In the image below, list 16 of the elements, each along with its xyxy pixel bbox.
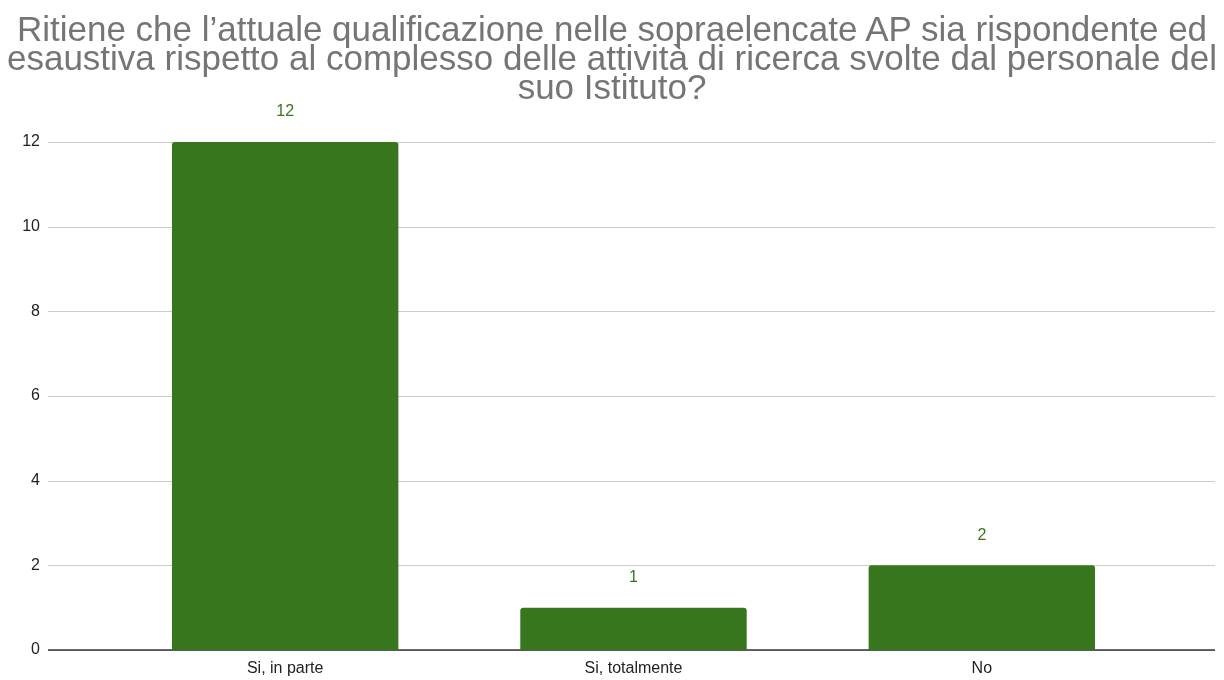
- bar: [171, 142, 399, 650]
- y-tick-label: 8: [31, 301, 41, 319]
- y-tick-label: 4: [31, 471, 41, 489]
- y-tick-label: 10: [22, 217, 41, 235]
- x-tick-label: Si, in parte: [246, 659, 324, 677]
- y-tick-label: 12: [22, 132, 41, 150]
- bar: [868, 565, 1096, 650]
- bar: [520, 607, 747, 650]
- data-label: 2: [977, 525, 987, 543]
- x-tick-label: No: [971, 659, 993, 677]
- x-tick-label: Si, totalmente: [584, 659, 683, 677]
- data-label: 1: [629, 568, 639, 586]
- y-tick-label: 0: [31, 640, 41, 658]
- data-label: 12: [276, 102, 295, 120]
- y-tick-label: 2: [31, 555, 41, 573]
- y-tick-label: 6: [31, 386, 41, 404]
